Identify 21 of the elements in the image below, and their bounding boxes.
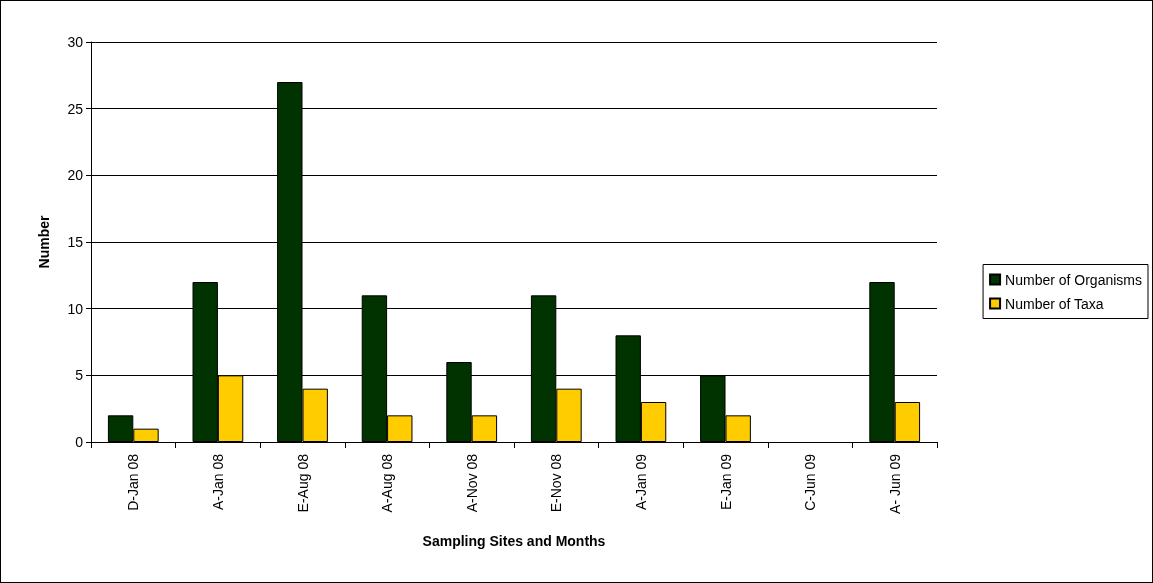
legend-label: Number of Organisms [1005, 271, 1143, 288]
y-tick-label: 25 [67, 100, 84, 117]
y-tick-label: 20 [67, 167, 84, 184]
y-tick-label: 30 [67, 34, 84, 50]
y-tick-label: 5 [75, 367, 84, 384]
x-tick-label: C-Jun 09 [802, 453, 819, 511]
legend-label: Number of Taxa [1005, 295, 1104, 312]
y-tick-label: 15 [67, 234, 84, 250]
y-axis-title: Number [36, 215, 52, 269]
x-tick-label: D-Jan 08 [125, 453, 142, 511]
x-tick-label: A-Aug 08 [379, 453, 396, 513]
x-tick-label: E-Jan 09 [717, 453, 734, 511]
x-axis-title: Sampling Sites and Months [422, 533, 606, 549]
x-tick-label: E-Nov 08 [548, 453, 565, 513]
x-tick-label: A-Jan 08 [209, 453, 226, 511]
x-tick-label: A-Jan 09 [632, 453, 649, 511]
x-tick-label: A- Jun 09 [886, 453, 903, 514]
y-tick-label: 10 [67, 300, 84, 317]
x-tick-label: A-Nov 08 [463, 453, 480, 513]
x-tick-label: E-Aug 08 [294, 453, 311, 513]
y-tick-label: 0 [75, 434, 84, 450]
